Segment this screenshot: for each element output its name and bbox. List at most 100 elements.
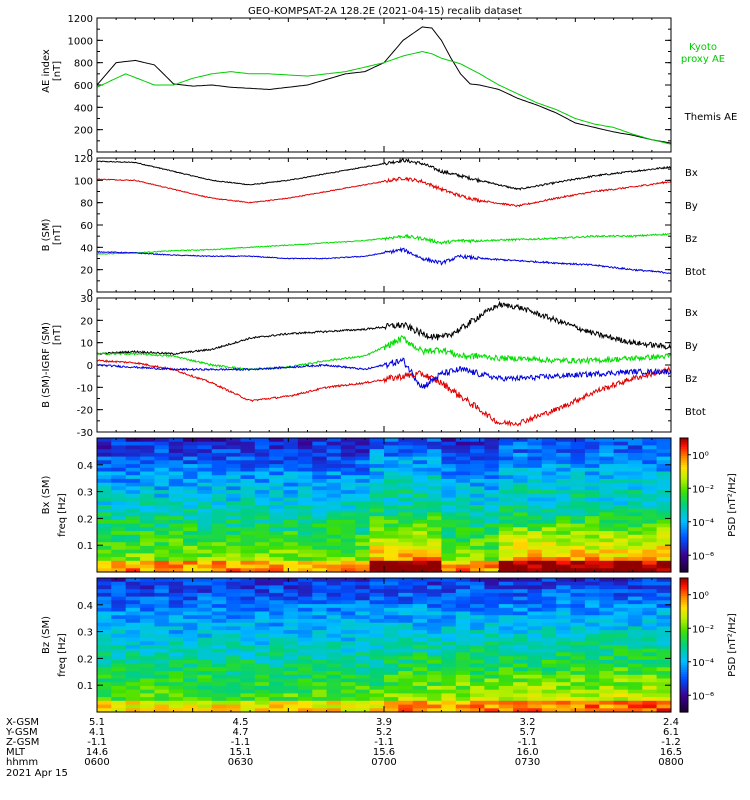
heatmap-cell bbox=[355, 568, 371, 573]
heatmap-cell bbox=[154, 611, 170, 616]
heatmap-cell bbox=[111, 545, 127, 551]
heatmap-cell bbox=[412, 460, 428, 465]
heatmap-cell bbox=[570, 438, 586, 443]
heatmap-cell bbox=[527, 671, 543, 676]
heatmap-cell bbox=[513, 704, 528, 709]
heatmap-cell bbox=[470, 704, 485, 709]
heatmap-cell bbox=[427, 512, 442, 517]
heatmap-cell bbox=[369, 516, 385, 521]
heatmap-cell bbox=[513, 501, 528, 506]
heatmap-cell bbox=[584, 534, 600, 540]
heatmap-cell bbox=[570, 549, 586, 554]
heatmap-cell bbox=[527, 652, 543, 657]
heatmap-cell bbox=[340, 607, 356, 613]
heatmap-cell bbox=[326, 501, 342, 506]
heatmap-cell bbox=[355, 585, 371, 590]
heatmap-cell bbox=[283, 667, 299, 672]
heatmap-cell bbox=[584, 516, 600, 521]
heatmap-cell bbox=[97, 682, 112, 687]
heatmap-cell bbox=[197, 648, 213, 653]
heatmap-cell bbox=[197, 516, 213, 521]
heatmap-cell bbox=[240, 542, 256, 547]
heatmap-cell bbox=[240, 508, 256, 513]
heatmap-cell bbox=[556, 700, 572, 706]
heatmap-cell bbox=[211, 553, 227, 558]
heatmap-cell bbox=[269, 689, 285, 694]
heatmap-cell bbox=[470, 700, 485, 706]
heatmap-cell bbox=[599, 486, 615, 491]
heatmap-cell bbox=[455, 493, 471, 499]
heatmap-cell bbox=[326, 689, 342, 694]
heatmap-cell bbox=[355, 674, 371, 680]
heatmap-cell bbox=[427, 700, 442, 706]
heatmap-cell bbox=[427, 604, 442, 609]
time-axis-row-label: Z-GSM bbox=[6, 737, 39, 748]
heatmap-cell bbox=[627, 519, 643, 525]
heatmap-cell bbox=[613, 449, 629, 454]
heatmap-cell bbox=[154, 568, 170, 573]
heatmap-cell bbox=[226, 641, 242, 646]
heatmap-cell bbox=[240, 592, 256, 598]
heatmap-cell bbox=[154, 633, 170, 639]
heatmap-cell bbox=[283, 581, 299, 586]
heatmap-cell bbox=[183, 464, 198, 469]
heatmap-cell bbox=[226, 475, 242, 480]
heatmap-cell bbox=[498, 659, 514, 665]
heatmap-cell bbox=[384, 553, 399, 558]
heatmap-cell bbox=[211, 689, 227, 694]
heatmap-cell bbox=[168, 438, 184, 443]
heatmap-cell bbox=[154, 659, 170, 665]
heatmap-cell bbox=[283, 441, 299, 446]
heatmap-cell bbox=[369, 630, 385, 635]
heatmap-cell bbox=[541, 697, 557, 702]
colorbar-segment bbox=[680, 642, 688, 646]
heatmap-cell bbox=[484, 456, 500, 461]
heatmap-cell bbox=[226, 523, 242, 528]
heatmap-cell bbox=[570, 671, 586, 676]
heatmap-cell bbox=[584, 667, 600, 672]
heatmap-cell bbox=[111, 549, 127, 554]
colorbar-segment bbox=[680, 462, 688, 466]
y-tick-label: 1000 bbox=[68, 36, 93, 47]
heatmap-cell bbox=[513, 618, 528, 624]
heatmap-cell bbox=[642, 600, 658, 605]
heatmap-cell bbox=[326, 549, 342, 554]
heatmap-cell bbox=[627, 508, 643, 513]
heatmap-cells bbox=[97, 578, 672, 713]
heatmap-cell bbox=[484, 449, 500, 454]
heatmap-cell bbox=[154, 545, 170, 551]
heatmap-cell bbox=[168, 501, 184, 506]
heatmap-cell bbox=[226, 618, 242, 624]
heatmap-cell bbox=[642, 478, 658, 484]
heatmap-cell bbox=[226, 648, 242, 653]
series-line-by bbox=[96, 335, 672, 372]
heatmap-cell bbox=[470, 478, 485, 484]
heatmap-cell bbox=[283, 671, 299, 676]
heatmap-cell bbox=[398, 445, 414, 450]
heatmap-cell bbox=[398, 607, 414, 613]
heatmap-cell bbox=[326, 560, 342, 566]
heatmap-cell bbox=[570, 538, 586, 543]
heatmap-cell bbox=[125, 523, 141, 528]
heatmap-cell bbox=[599, 471, 615, 476]
heatmap-cell bbox=[254, 553, 270, 558]
heatmap-cell bbox=[527, 560, 543, 566]
heatmap-cell bbox=[183, 618, 198, 624]
heatmap-cell bbox=[570, 615, 586, 620]
heatmap-cell bbox=[455, 568, 471, 573]
heatmap-cell bbox=[513, 534, 528, 540]
y-axis-unit: [nT] bbox=[52, 61, 63, 81]
heatmap-cell bbox=[111, 607, 127, 613]
heatmap-cell bbox=[613, 564, 629, 569]
heatmap-cell bbox=[441, 542, 457, 547]
heatmap-cell bbox=[355, 581, 371, 586]
heatmap-cell bbox=[384, 671, 399, 676]
heatmap-cell bbox=[398, 685, 414, 691]
colorbar-segment bbox=[680, 518, 688, 522]
colorbar-segment bbox=[680, 683, 688, 686]
heatmap-cell bbox=[211, 486, 227, 491]
colorbar-frame bbox=[679, 577, 689, 713]
heatmap-cell bbox=[340, 560, 356, 566]
legend-bz: Bz bbox=[685, 234, 697, 245]
heatmap-cell bbox=[125, 497, 141, 502]
